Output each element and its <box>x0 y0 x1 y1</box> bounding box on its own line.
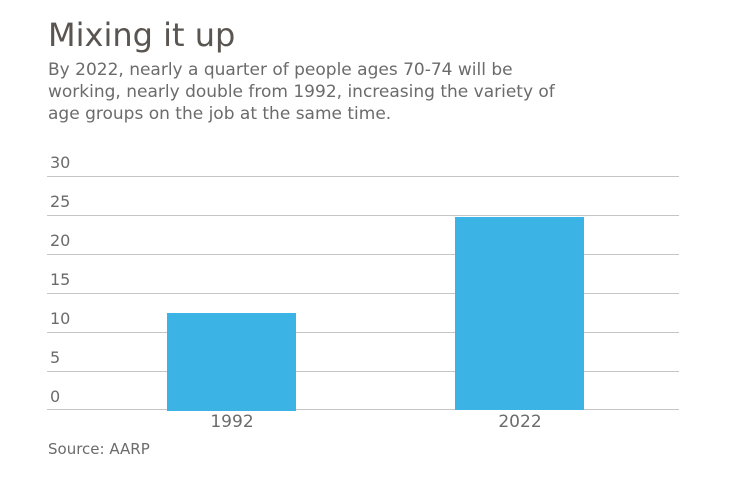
gridline <box>47 293 679 294</box>
gridline <box>47 215 679 216</box>
subtitle-line: age groups on the job at the same time. <box>48 104 392 124</box>
bar-2022 <box>455 217 584 410</box>
y-tick-label: 25 <box>50 192 71 211</box>
y-tick-label: 10 <box>50 309 71 328</box>
x-tick-label: 1992 <box>210 412 254 432</box>
chart-title: Mixing it up <box>48 16 236 54</box>
gridline <box>47 254 679 255</box>
y-tick-label: 5 <box>50 348 61 367</box>
chart-subtitle: By 2022, nearly a quarter of people ages… <box>48 59 555 125</box>
subtitle-line: By 2022, nearly a quarter of people ages… <box>48 60 513 80</box>
y-tick-label: 20 <box>50 231 71 250</box>
gridline <box>47 332 679 333</box>
y-tick-label: 15 <box>50 270 71 289</box>
gridline <box>47 371 679 372</box>
bar-chart: 0 5 10 15 20 25 30 1992 2022 <box>47 153 679 432</box>
gridline <box>47 409 679 410</box>
bar-1992 <box>167 313 296 411</box>
source-note: Source: AARP <box>48 440 150 458</box>
y-tick-label: 0 <box>50 387 61 406</box>
y-tick-label: 30 <box>50 153 71 172</box>
x-tick-label: 2022 <box>498 412 542 432</box>
gridline <box>47 176 679 177</box>
subtitle-line: working, nearly double from 1992, increa… <box>48 82 555 102</box>
